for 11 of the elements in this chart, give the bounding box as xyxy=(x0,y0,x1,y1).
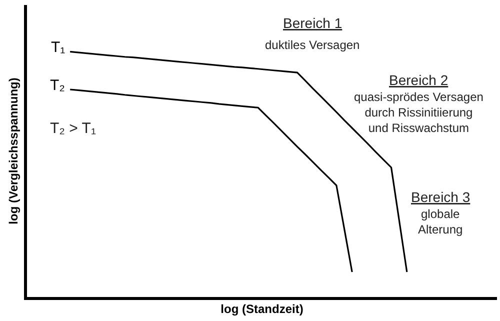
text: Bereich 1 xyxy=(283,15,342,31)
series-label: T₁ xyxy=(51,39,66,56)
annotation: duktiles Versagen xyxy=(265,38,360,52)
x-axis-title: log (Standzeit) xyxy=(220,302,304,316)
annotation: quasi-sprödes Versagen durch Rissinitiierung und Risswachstum xyxy=(354,90,484,136)
annotation: T₂ > T₁ xyxy=(50,120,96,137)
annotation: globale Alterung xyxy=(418,207,463,237)
series-label: T₂ xyxy=(50,77,66,94)
y-axis-title: log (Vergleichsspannung) xyxy=(6,78,21,224)
annotation: Bereich 3 xyxy=(411,189,470,205)
annotation: Bereich 2 xyxy=(389,72,448,88)
